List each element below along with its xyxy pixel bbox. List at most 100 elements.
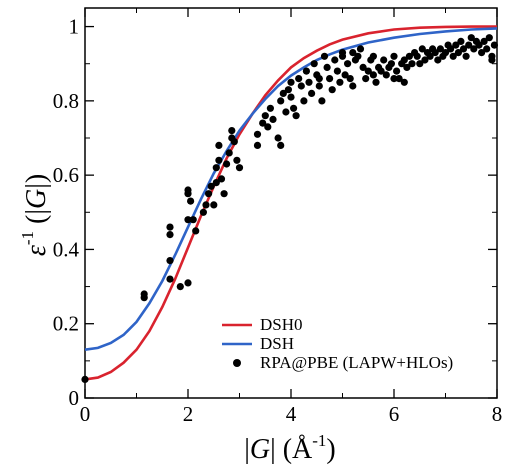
data-point	[470, 45, 478, 53]
data-point	[166, 275, 174, 283]
data-point	[217, 175, 226, 183]
data-point	[372, 78, 380, 86]
data-point	[328, 86, 336, 94]
data-point	[220, 190, 228, 198]
data-point	[212, 164, 220, 172]
data-point	[356, 45, 365, 53]
data-point	[305, 78, 313, 86]
data-point	[390, 75, 398, 83]
data-point	[261, 112, 269, 120]
data-point	[454, 49, 462, 57]
data-point	[408, 60, 416, 68]
legend-label: DSH0	[260, 315, 303, 334]
data-point	[210, 201, 218, 209]
data-point	[320, 52, 329, 60]
data-point	[184, 279, 192, 287]
data-point	[390, 52, 398, 60]
data-point	[405, 52, 413, 60]
data-point	[189, 216, 197, 224]
data-point	[403, 63, 411, 71]
data-point	[266, 104, 274, 112]
data-point	[228, 127, 236, 135]
legend-marker-swatch	[233, 359, 241, 367]
data-point	[436, 45, 444, 53]
data-point	[315, 82, 323, 90]
data-point	[202, 201, 210, 209]
x-tick-label: 4	[286, 402, 297, 426]
y-tick-label: 0.6	[53, 163, 79, 187]
data-point	[326, 75, 334, 83]
data-point	[287, 78, 295, 86]
data-point	[199, 208, 207, 216]
data-point	[184, 216, 192, 224]
data-point	[331, 56, 339, 64]
data-point	[264, 123, 272, 131]
data-point	[457, 37, 465, 46]
y-tick-label: 0.8	[53, 89, 79, 113]
data-point	[393, 67, 401, 75]
data-point	[382, 71, 390, 79]
data-point	[295, 75, 303, 83]
data-point	[233, 156, 241, 164]
data-point	[279, 89, 287, 97]
data-point	[462, 52, 470, 60]
data-point	[336, 78, 344, 86]
data-point	[81, 375, 89, 383]
data-point	[434, 56, 442, 64]
data-point	[323, 63, 331, 71]
legend-label: RPA@PBE (LAPW+HLOs)	[260, 353, 453, 372]
data-point	[346, 75, 354, 83]
data-point	[187, 197, 195, 205]
data-point	[140, 290, 148, 298]
data-point	[475, 41, 483, 49]
data-point	[274, 134, 282, 142]
data-point	[349, 82, 357, 90]
data-point	[344, 60, 352, 68]
data-point	[290, 104, 298, 112]
data-point	[421, 56, 429, 64]
data-point	[277, 97, 285, 105]
data-point	[292, 112, 300, 120]
data-point	[465, 41, 473, 49]
data-point	[215, 141, 223, 149]
data-point	[315, 75, 323, 83]
data-point	[459, 45, 468, 53]
data-point	[447, 45, 455, 53]
data-point	[418, 45, 426, 53]
data-point	[333, 67, 341, 75]
data-point	[426, 52, 434, 60]
data-point	[488, 56, 496, 64]
data-point	[349, 49, 357, 57]
x-tick-label: 6	[389, 402, 400, 426]
y-tick-label: 0.4	[53, 237, 80, 261]
data-point	[395, 75, 403, 83]
data-point	[308, 89, 316, 97]
x-axis-title: |G| (Å-1)	[244, 431, 336, 465]
data-point	[318, 97, 326, 105]
data-point	[277, 141, 285, 149]
data-point	[400, 78, 408, 86]
data-point	[192, 227, 200, 235]
data-point	[253, 141, 262, 149]
data-point	[400, 56, 408, 64]
data-point	[300, 97, 308, 105]
data-point	[362, 75, 370, 83]
data-point	[338, 49, 347, 57]
y-tick-label: 0	[69, 386, 80, 410]
data-point	[269, 115, 277, 123]
data-point	[467, 34, 475, 42]
data-point	[413, 52, 421, 60]
data-point	[483, 45, 491, 53]
data-point	[341, 71, 349, 79]
data-point	[205, 190, 213, 198]
data-point	[431, 49, 439, 57]
legend-label: DSH	[260, 334, 294, 353]
data-point	[485, 34, 493, 42]
data-point	[387, 60, 395, 68]
data-point	[215, 156, 223, 164]
data-point	[166, 223, 174, 231]
data-point	[478, 49, 486, 57]
data-point	[207, 182, 215, 190]
data-point	[287, 93, 295, 101]
